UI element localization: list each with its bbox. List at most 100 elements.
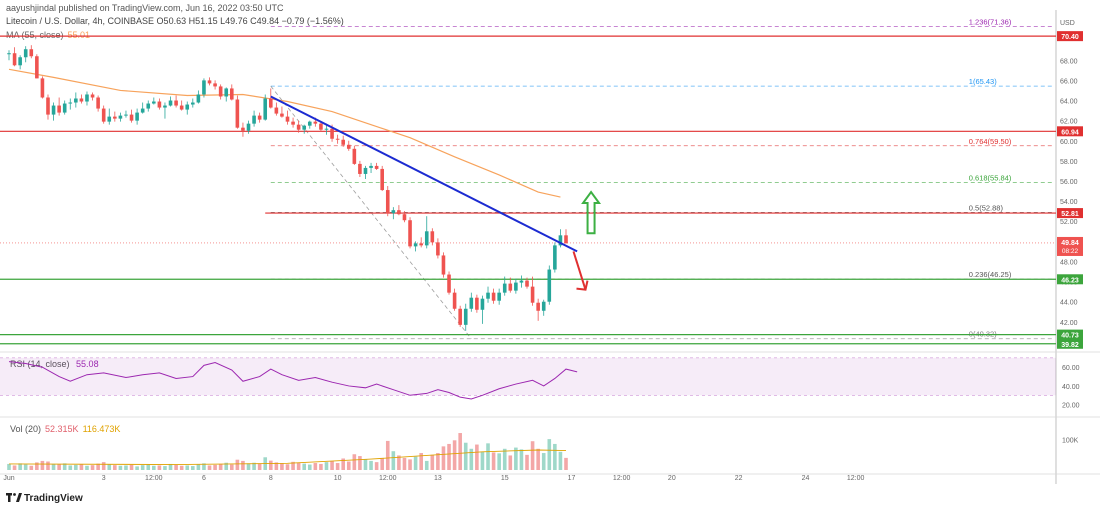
candle-body <box>424 231 429 246</box>
tradingview-brand[interactable]: TradingView <box>6 492 83 504</box>
volume-bar <box>346 461 351 470</box>
volume-bar <box>230 464 234 470</box>
volume-bar <box>530 441 535 470</box>
volume-bar <box>85 465 89 470</box>
volume-bar <box>553 443 557 470</box>
volume-bar <box>358 456 362 470</box>
time-tick-label: 24 <box>802 475 810 482</box>
level-price-label: 39.82 <box>1061 342 1079 349</box>
candle-body <box>430 231 435 243</box>
volume-bar <box>335 463 340 470</box>
candle-body <box>157 101 162 108</box>
candle-body <box>486 292 490 299</box>
moving-average-line <box>8 68 561 198</box>
candle-body <box>57 105 61 113</box>
volume-tick-label: 100K <box>1062 438 1079 445</box>
candle-body <box>191 102 195 105</box>
brand-name: TradingView <box>24 493 83 504</box>
volume-bar <box>163 466 167 470</box>
price-tick-label: 58.00 <box>1060 159 1078 166</box>
volume-bar <box>29 465 34 470</box>
candle-body <box>436 242 440 256</box>
candle-body <box>140 108 145 113</box>
volume-bar <box>419 453 423 470</box>
bearish-trendline <box>270 95 578 253</box>
candle-body <box>213 83 217 87</box>
candle-body <box>307 121 312 126</box>
candle-body <box>391 210 396 214</box>
candle-body <box>29 49 34 57</box>
candle-body <box>502 283 507 293</box>
candle-body <box>230 88 234 100</box>
volume-bar <box>352 454 357 470</box>
rsi-tick-label: 40.00 <box>1062 384 1080 391</box>
price-tick-label: 48.00 <box>1060 259 1078 266</box>
rsi-tick-label: 20.00 <box>1062 403 1080 410</box>
candle-body <box>185 104 190 110</box>
candle-body <box>129 114 134 121</box>
candle-body <box>12 53 17 66</box>
rsi-value: 55.08 <box>76 359 99 369</box>
candle-body <box>519 280 524 283</box>
candle-body <box>553 245 557 270</box>
volume-bar <box>285 464 290 470</box>
time-tick-label: 22 <box>735 475 743 482</box>
volume-bar <box>207 465 212 470</box>
volume-bar <box>135 466 139 470</box>
candle-body <box>358 163 362 174</box>
candle-body <box>146 103 151 109</box>
volume-bar <box>397 455 401 470</box>
candle-body <box>319 123 323 130</box>
volume-bar <box>491 452 496 470</box>
candle-body <box>124 114 128 116</box>
symbol-ohlc-line: Litecoin / U.S. Dollar, 4h, COINBASE O50… <box>6 16 344 26</box>
fib-level-label: 0.618(55.84) <box>969 174 1012 183</box>
volume-bar <box>224 462 229 470</box>
candle-body <box>330 128 334 139</box>
volume-bar <box>7 463 11 470</box>
candle-body <box>207 80 212 84</box>
candle-body <box>397 210 401 215</box>
volume-bar <box>51 463 56 470</box>
arrow-down-icon <box>576 280 589 291</box>
candle-body <box>152 101 156 104</box>
volume-bar <box>202 463 206 470</box>
volume-bar <box>436 453 440 470</box>
volume-bar <box>18 463 22 470</box>
volume-bar <box>46 461 50 470</box>
volume-bar <box>374 462 379 470</box>
level-price-label: 60.94 <box>1061 129 1079 136</box>
time-tick-label: 12:00 <box>145 475 163 482</box>
candle-body <box>480 298 485 310</box>
candle-body <box>179 105 184 110</box>
ma-label: MA (55, close) <box>6 30 64 40</box>
volume-bar <box>124 465 128 470</box>
candle-body <box>385 190 390 214</box>
candle-body <box>302 125 307 130</box>
candle-body <box>224 88 229 97</box>
volume-bar <box>174 464 178 470</box>
volume-bar <box>541 453 546 470</box>
level-price-label: 40.73 <box>1061 333 1079 340</box>
volume-bar <box>558 451 563 470</box>
volume-bar <box>101 462 106 470</box>
volume-bar <box>185 465 190 470</box>
current-price-label: 49.84 <box>1061 240 1079 247</box>
candle-body <box>346 144 351 149</box>
fib-level-label: 1(65.43) <box>969 77 997 86</box>
volume-bar <box>280 463 284 470</box>
candle-body <box>458 308 462 325</box>
ma-legend: MA (55, close) 55.01 <box>6 30 90 40</box>
volume-bar <box>380 457 384 470</box>
candle-body <box>363 167 368 174</box>
fib-level-label: 0.764(59.50) <box>969 137 1012 146</box>
candle-body <box>235 99 240 128</box>
volume-bar <box>564 457 568 470</box>
candle-body <box>218 86 223 97</box>
candle-body <box>23 49 28 58</box>
candle-body <box>374 165 379 169</box>
volume-bar <box>502 448 507 470</box>
candle-body <box>341 139 345 145</box>
rsi-label: RSI (14, close) <box>10 359 70 369</box>
